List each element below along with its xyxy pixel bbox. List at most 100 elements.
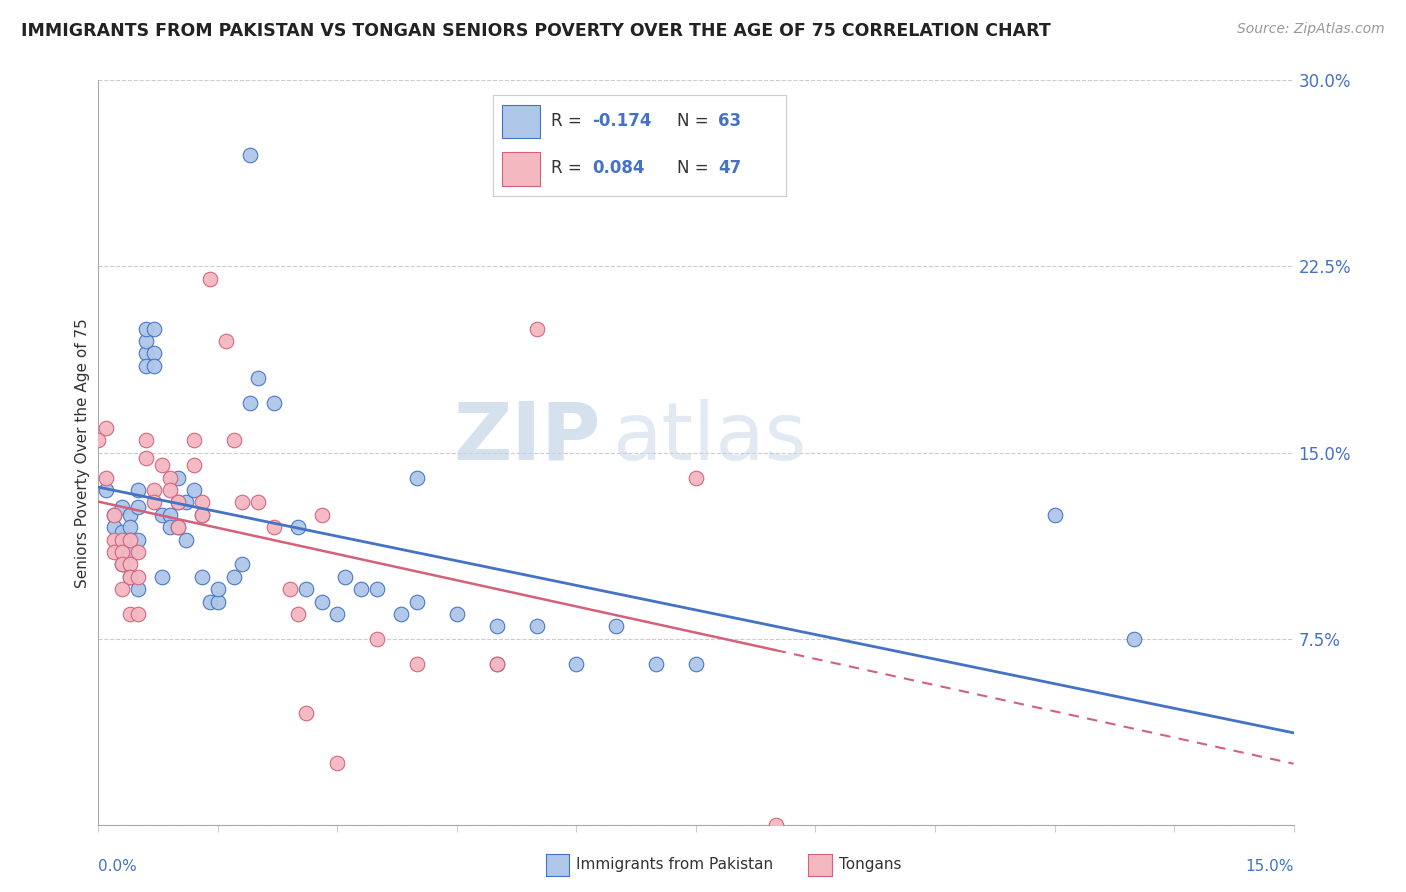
Point (159, 520, 181, 534)
Point (311, 508, 333, 522)
Point (150, 570, 173, 584)
Point (191, 508, 214, 522)
Point (239, 396, 262, 410)
Point (159, 483, 181, 497)
Point (167, 495, 190, 509)
Point (294, 582, 316, 597)
Point (120, 533, 142, 547)
Point (167, 495, 190, 509)
Point (111, 558, 134, 572)
Point (135, 359, 157, 373)
Point (263, 396, 285, 410)
Point (239, 147, 262, 162)
Point (159, 508, 181, 522)
Text: Immigrants from Pakistan: Immigrants from Pakistan (576, 857, 773, 871)
Text: Source: ZipAtlas.com: Source: ZipAtlas.com (1237, 22, 1385, 37)
Point (135, 450, 157, 465)
Point (127, 582, 149, 597)
Point (120, 533, 142, 547)
Point (135, 334, 157, 348)
Text: 0.0%: 0.0% (98, 859, 138, 873)
Point (120, 570, 142, 584)
Point (167, 470, 190, 484)
Point (183, 458, 205, 472)
Point (120, 570, 142, 584)
Point (389, 607, 412, 621)
Point (96, 421, 118, 435)
Point (198, 272, 221, 286)
Point (366, 632, 388, 646)
Point (127, 500, 149, 515)
Point (103, 533, 125, 547)
Point (222, 570, 245, 584)
Point (191, 570, 214, 584)
Point (294, 706, 316, 721)
Point (111, 545, 134, 559)
Point (246, 495, 269, 509)
Point (120, 558, 142, 572)
Point (685, 657, 707, 671)
Point (446, 607, 468, 621)
Point (406, 470, 429, 484)
Text: 15.0%: 15.0% (1246, 859, 1294, 873)
Point (111, 582, 134, 597)
Point (191, 508, 214, 522)
Point (111, 558, 134, 572)
Point (215, 334, 238, 348)
Point (183, 434, 205, 448)
Point (120, 508, 142, 522)
Point (135, 321, 157, 335)
Point (485, 657, 508, 671)
Point (685, 470, 707, 484)
Point (263, 520, 285, 534)
Point (135, 346, 157, 360)
Point (127, 483, 149, 497)
Point (120, 607, 142, 621)
Point (87, 434, 110, 448)
Point (103, 508, 125, 522)
Point (103, 520, 125, 534)
Point (287, 520, 309, 534)
Point (96, 483, 118, 497)
Point (1043, 508, 1066, 522)
Point (231, 495, 253, 509)
Point (120, 520, 142, 534)
Point (207, 594, 229, 608)
Y-axis label: Seniors Poverty Over the Age of 75: Seniors Poverty Over the Age of 75 (75, 318, 90, 588)
Point (485, 657, 508, 671)
Text: atlas: atlas (613, 399, 807, 477)
Point (120, 545, 142, 559)
Point (159, 470, 181, 484)
Point (526, 321, 548, 335)
Text: ZIP: ZIP (453, 399, 600, 477)
Point (406, 657, 429, 671)
Point (406, 594, 429, 608)
Point (103, 508, 125, 522)
Point (167, 520, 190, 534)
Point (143, 346, 166, 360)
Point (605, 619, 627, 633)
Text: IMMIGRANTS FROM PAKISTAN VS TONGAN SENIORS POVERTY OVER THE AGE OF 75 CORRELATIO: IMMIGRANTS FROM PAKISTAN VS TONGAN SENIO… (21, 22, 1050, 40)
Point (222, 434, 245, 448)
Point (645, 657, 668, 671)
Point (111, 533, 134, 547)
Point (174, 495, 197, 509)
Point (335, 570, 357, 584)
Point (127, 533, 149, 547)
Point (485, 619, 508, 633)
Point (167, 520, 190, 534)
Point (127, 607, 149, 621)
Point (565, 657, 588, 671)
Text: Tongans: Tongans (839, 857, 901, 871)
Point (111, 500, 134, 515)
Point (287, 607, 309, 621)
Point (135, 434, 157, 448)
Point (183, 483, 205, 497)
Point (1123, 632, 1146, 646)
Point (143, 359, 166, 373)
Point (246, 371, 269, 385)
Point (143, 495, 166, 509)
Point (127, 570, 149, 584)
Point (350, 582, 373, 597)
Point (150, 508, 173, 522)
